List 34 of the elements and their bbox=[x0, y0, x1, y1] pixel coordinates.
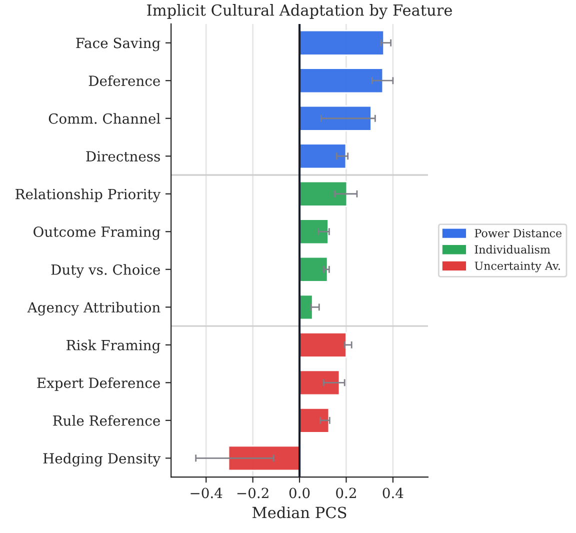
bar bbox=[298, 30, 385, 56]
y-tick-label: Expert Deference bbox=[37, 377, 160, 391]
bar bbox=[298, 256, 328, 282]
y-tick-label: Deference bbox=[88, 75, 160, 86]
y-tick-label: Outcome Framing bbox=[34, 226, 160, 240]
bar bbox=[298, 143, 347, 170]
y-tick-label: Comm. Channel bbox=[48, 113, 160, 124]
bar bbox=[298, 68, 384, 94]
y-tick-label: Agency Attribution bbox=[27, 302, 160, 316]
x-tick-label: 0.4 bbox=[382, 488, 404, 498]
y-tick-label: Directness bbox=[86, 151, 160, 162]
x-tick-label: 0.2 bbox=[336, 488, 356, 498]
y-tick-label: Risk Framing bbox=[66, 340, 160, 354]
legend-label: Power Distance bbox=[474, 229, 562, 238]
x-tick-label: −0.2 bbox=[237, 488, 268, 498]
chart-title: Implicit Cultural Adaptation by Feature bbox=[147, 4, 452, 20]
y-tick-label: Rule Reference bbox=[53, 415, 160, 426]
bar bbox=[298, 180, 348, 207]
bar bbox=[298, 218, 329, 245]
x-tick-label: −0.4 bbox=[190, 488, 222, 498]
y-tick-label: Hedging Density bbox=[43, 452, 161, 467]
x-tick-label: 0.0 bbox=[289, 488, 310, 498]
legend-label: Individualism bbox=[474, 245, 550, 254]
legend-label: Uncertainty Av. bbox=[474, 262, 560, 272]
bar bbox=[298, 370, 340, 396]
y-tick-label: Relationship Priority bbox=[16, 188, 161, 202]
bar bbox=[228, 445, 300, 472]
bar bbox=[298, 332, 347, 358]
bar bbox=[298, 105, 372, 132]
bar bbox=[298, 407, 330, 434]
y-tick-label: Duty vs. Choice bbox=[51, 264, 160, 278]
y-tick-label: Face Saving bbox=[76, 38, 160, 52]
bar bbox=[298, 294, 314, 320]
x-axis-title: Median PCS bbox=[252, 506, 346, 518]
